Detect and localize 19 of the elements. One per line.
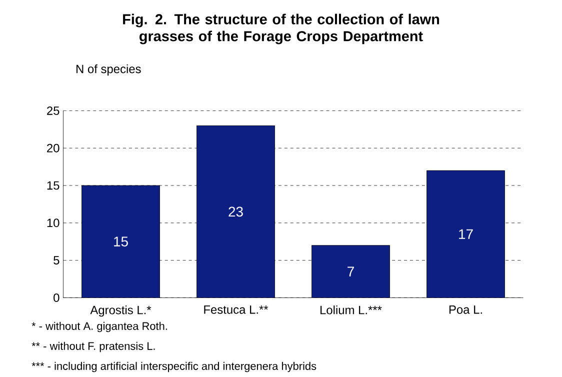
y-tick-label: 25: [47, 106, 60, 115]
y-tick-label: 10: [47, 218, 60, 228]
text: ** - without F. pratensis L.: [32, 342, 155, 352]
x-tick-label: Agrostis L.*: [90, 305, 152, 317]
data-label: 17: [459, 229, 473, 239]
text: * - without A. gigantea Roth.: [32, 322, 167, 332]
data-label: 23: [228, 206, 243, 217]
x-tick-label: Poa L.: [449, 305, 482, 314]
x-tick-label: Lolium L.***: [320, 305, 382, 314]
text: *** - including artificial interspecific and intergenera hybrids: [32, 362, 316, 372]
y-axis-title: N of species: [76, 64, 141, 76]
y-tick-label: 5: [54, 256, 60, 264]
x-tick-label: Festuca L.**: [204, 305, 268, 314]
data-label: 15: [114, 236, 128, 246]
chart-title: Fig. 2. The structure of the collection of lawn grasses of the Forage Crops Department: [123, 14, 440, 44]
y-tick-label: 0: [54, 293, 60, 302]
y-tick-label: 20: [47, 144, 60, 152]
y-tick-label: 15: [47, 181, 60, 190]
data-label: 7: [348, 266, 354, 276]
